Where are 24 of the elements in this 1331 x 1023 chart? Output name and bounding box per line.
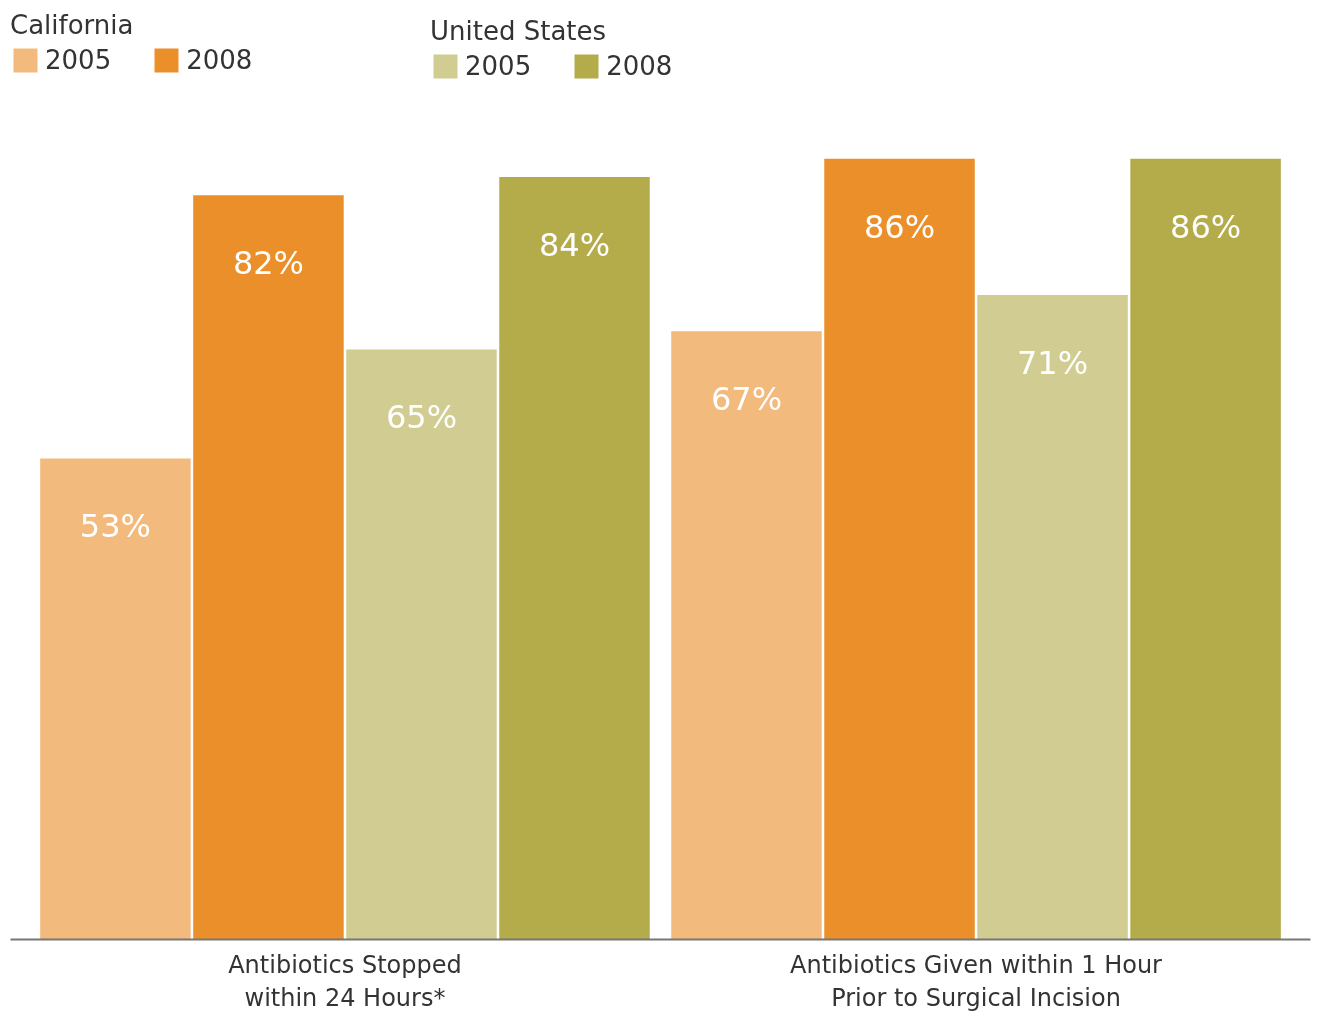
data-label: 53%: [79, 507, 151, 546]
legend-label: 2005: [45, 45, 112, 75]
text: California: [10, 10, 135, 40]
data-label: 67%: [710, 380, 783, 419]
data-label: 82%: [232, 244, 305, 283]
data-label: 86%: [1170, 207, 1242, 246]
data-label: 71%: [1016, 343, 1089, 382]
bar: [40, 458, 191, 940]
text: United States: [430, 16, 608, 46]
x-tick-label: Antibiotics Given within 1 Hour Prior to Surgical Incision: [790, 950, 1163, 1013]
bar: [1130, 158, 1281, 940]
bar: [977, 294, 1128, 940]
x-tick-label: Antibiotics Stopped within 24 Hours*: [228, 950, 462, 1013]
legend-label: 2005: [465, 51, 532, 81]
data-label: 65%: [385, 398, 458, 437]
legend-label: 2008: [186, 45, 253, 75]
data-label: 86%: [863, 207, 936, 246]
bar: [824, 158, 975, 940]
bar: [346, 349, 497, 940]
bar: [671, 331, 822, 940]
bar: [499, 176, 650, 940]
legend-label: 2008: [606, 51, 673, 81]
bar: [193, 195, 344, 940]
data-label: 84%: [538, 225, 611, 264]
